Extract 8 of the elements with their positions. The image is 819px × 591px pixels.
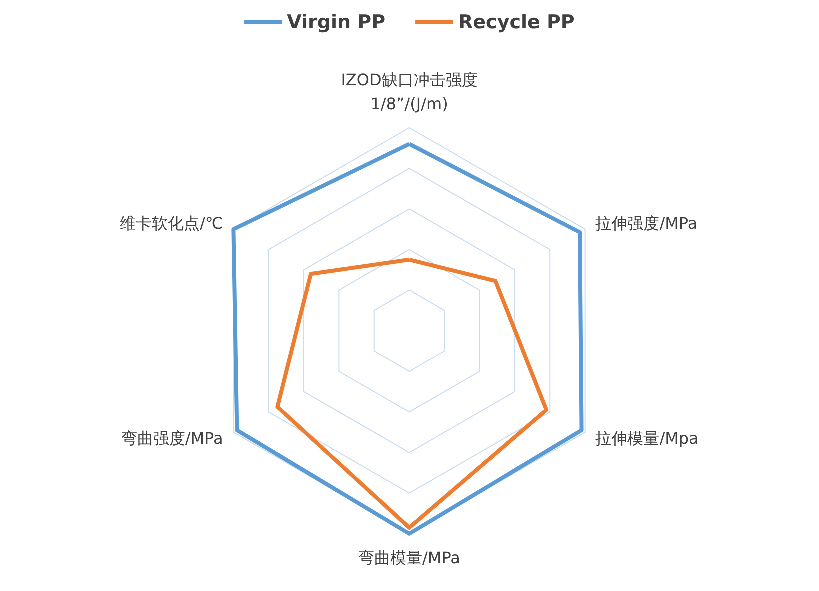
spoke-label: 维卡软化点/℃ bbox=[120, 214, 224, 233]
spoke-label: 拉伸强度/MPa bbox=[596, 214, 698, 233]
legend-label: Recycle PP bbox=[458, 12, 575, 34]
spoke-label: 弯曲模量/MPa bbox=[358, 548, 460, 568]
legend-label: Virgin PP bbox=[287, 12, 386, 34]
spoke-label: IZOD缺口冲击强度 1/8”/(J/m) bbox=[341, 70, 478, 114]
spoke-label: 弯曲强度/MPa bbox=[121, 428, 224, 448]
spoke-label: 拉伸模量/Mpa bbox=[596, 428, 699, 448]
